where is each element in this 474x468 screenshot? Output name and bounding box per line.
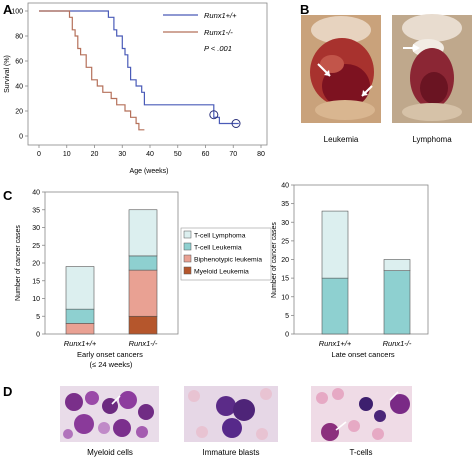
survival-y-tick-label: 0 xyxy=(19,134,23,141)
survival-y-label: Survival (%) xyxy=(4,55,11,93)
early-y-tick-label: 35 xyxy=(32,207,40,214)
legend-swatch xyxy=(183,254,192,263)
legend-swatch xyxy=(183,266,192,275)
late-bar-t-cell-leukemia xyxy=(383,270,411,335)
survival-x-tick-label: 0 xyxy=(37,151,41,158)
censor-marker xyxy=(231,119,241,128)
survival-x-tick-label: 10 xyxy=(63,151,71,158)
survival-chart: 0 10 20 30 40 50 60 70 80 0 20 40 60 80 100 Survival (… xyxy=(4,2,268,175)
panel-label-a: A xyxy=(3,2,13,17)
survival-legend: Runx1+/+ Runx1-/- P < .001 xyxy=(163,11,237,53)
early-y-tick-label: 5 xyxy=(36,314,40,321)
late-category-label: Runx1+/+ xyxy=(319,339,352,348)
early-y-label: Number of cancer cases xyxy=(15,225,22,301)
late-group-label: Late onset cancers xyxy=(331,350,395,359)
leukemia-photo xyxy=(301,15,381,123)
t-cells-image xyxy=(311,386,412,442)
late-y-label: Number of cancer cases xyxy=(271,222,278,298)
late-bar-t-cell-leukemia xyxy=(321,277,349,335)
early-group-label: Early onset cancers (≤ 24 weeks) xyxy=(77,350,145,369)
cell-micrographs: Myeloid cells Immature blasts T-cells xyxy=(60,386,412,457)
early-y-tick-label: 0 xyxy=(36,332,40,339)
legend-label-wt: Runx1+/+ xyxy=(204,11,237,20)
early-category-label: Runx1+/+ xyxy=(64,339,97,348)
survival-line-ko xyxy=(39,10,145,131)
survival-x-tick-label: 60 xyxy=(202,151,210,158)
survival-plot-frame xyxy=(27,2,268,146)
early-y-tick-label: 15 xyxy=(32,278,40,285)
late-y-tick-label: 20 xyxy=(281,257,289,264)
early-plot-frame xyxy=(44,191,179,335)
early-bar-biphenotypic-leukemia xyxy=(128,269,158,317)
early-category-label: Runx1-/- xyxy=(129,339,158,348)
early-bar-myeloid-leukemia xyxy=(128,315,158,335)
early-y-tick-label: 25 xyxy=(32,243,40,250)
late-onset-chart: 0 5 10 15 20 25 30 35 40 Runx1+/+ Runx1-/- Number… xyxy=(271,183,429,359)
early-bar-t-cell-lymphoma xyxy=(128,209,158,257)
early-bar-t-cell-leukemia xyxy=(128,255,158,271)
panel-label-c: C xyxy=(3,188,13,203)
lymphoma-photo xyxy=(392,14,472,123)
survival-y-tick-label: 20 xyxy=(15,109,23,116)
early-bar-biphenotypic-leukemia xyxy=(65,323,95,335)
myeloid-cells-image xyxy=(60,386,159,442)
early-y-tick-label: 10 xyxy=(32,296,40,303)
immature-blasts-image xyxy=(184,386,278,442)
survival-y-tick-label: 80 xyxy=(15,34,23,41)
panel-label-d: D xyxy=(3,384,12,399)
survival-y-tick-label: 60 xyxy=(15,59,23,66)
legend-box xyxy=(180,227,272,281)
panel-label-b: B xyxy=(300,2,309,17)
survival-x-tick-label: 80 xyxy=(257,151,265,158)
late-y-tick-label: 15 xyxy=(281,276,289,283)
legend-label: T-cell Lymphoma xyxy=(194,233,246,240)
late-y-tick-label: 10 xyxy=(281,294,289,301)
survival-y-tick-label: 100 xyxy=(11,9,23,16)
early-y-tick-label: 20 xyxy=(32,261,40,268)
survival-x-tick-label: 20 xyxy=(91,151,99,158)
legend-swatch xyxy=(183,230,192,239)
late-y-tick-label: 0 xyxy=(285,332,289,339)
survival-x-tick-label: 40 xyxy=(146,151,154,158)
blasts-caption: Immature blasts xyxy=(203,448,260,457)
early-onset-chart: 0 5 10 15 20 25 30 35 40 Runx1+/+ Runx1-/- Number… xyxy=(15,190,272,369)
late-y-tick-label: 25 xyxy=(281,238,289,245)
censor-marker xyxy=(209,110,219,120)
late-y-tick-label: 5 xyxy=(285,313,289,320)
legend-label: Myeloid Leukemia xyxy=(194,269,249,276)
p-value-annotation: P < .001 xyxy=(204,44,232,53)
early-group-label-line1: Early onset cancers xyxy=(77,350,143,359)
survival-line-wt xyxy=(39,10,239,125)
legend-label-ko: Runx1-/- xyxy=(204,28,233,37)
late-bar-t-cell-lymphoma xyxy=(383,259,411,271)
early-y-tick-label: 30 xyxy=(32,225,40,232)
mouse-photos: Leukemia Lymphoma xyxy=(301,14,472,144)
late-y-tick-label: 35 xyxy=(281,201,289,208)
early-bar-t-cell-leukemia xyxy=(65,308,95,324)
lymphoma-caption: Lymphoma xyxy=(412,135,452,144)
survival-x-tick-label: 70 xyxy=(229,151,237,158)
leukemia-caption: Leukemia xyxy=(324,135,359,144)
survival-x-tick-label: 30 xyxy=(118,151,126,158)
myeloid-caption: Myeloid cells xyxy=(87,448,133,457)
early-group-label-line2: (≤ 24 weeks) xyxy=(90,360,133,369)
late-category-label: Runx1-/- xyxy=(383,339,412,348)
legend-swatch xyxy=(183,242,192,251)
late-y-tick-label: 40 xyxy=(281,183,289,190)
late-bar-t-cell-lymphoma xyxy=(321,210,349,279)
t-cells-caption: T-cells xyxy=(349,448,372,457)
survival-y-tick-label: 40 xyxy=(15,84,23,91)
early-y-tick-label: 40 xyxy=(32,190,40,197)
legend-label: Biphenotypic leukemia xyxy=(194,257,262,264)
early-bar-t-cell-lymphoma xyxy=(65,266,95,310)
cancer-type-legend: T-cell Lymphoma T-cell Leukemia Biphenotyp… xyxy=(180,227,272,281)
late-y-tick-label: 30 xyxy=(281,220,289,227)
cancer-case-charts: 0 5 10 15 20 25 30 35 40 Runx1+/+ Runx1-/- Number… xyxy=(15,183,429,369)
survival-x-label: Age (weeks) xyxy=(130,168,169,175)
legend-label: T-cell Leukemia xyxy=(194,245,242,252)
survival-x-tick-label: 50 xyxy=(174,151,182,158)
